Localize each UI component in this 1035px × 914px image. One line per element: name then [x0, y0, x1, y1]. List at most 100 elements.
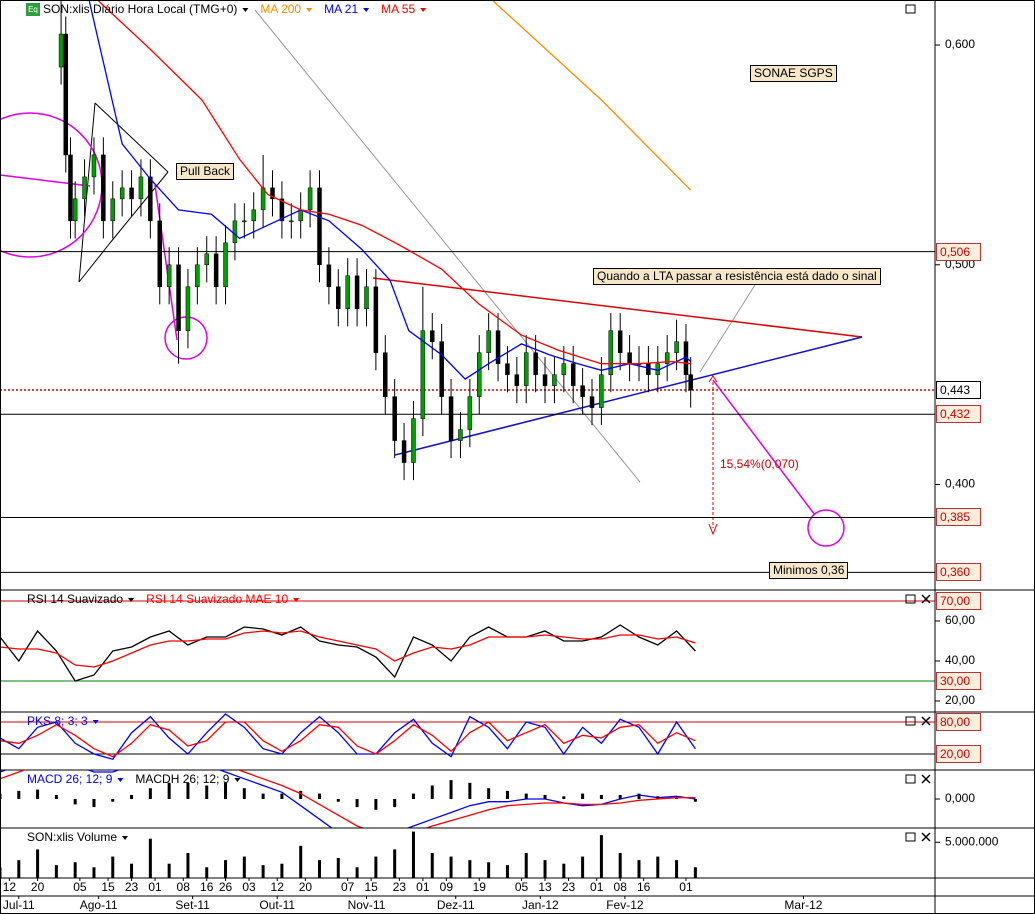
candle-body [185, 286, 191, 331]
legend-entry: RSI 14 Suavizado [27, 592, 123, 606]
close-icon [921, 774, 931, 784]
annotation: SONAE SGPS [750, 65, 837, 82]
bar [92, 867, 96, 878]
y-tick-label: 0,600 [945, 37, 975, 51]
triangle-side [94, 102, 169, 173]
candle-body [148, 176, 153, 222]
trend-line [254, 9, 641, 483]
x-tick-label: 01 [679, 880, 693, 894]
bar [224, 860, 228, 878]
annotation: 15,54%(0,070) [720, 457, 799, 471]
candle-body [561, 363, 567, 375]
bar [618, 853, 622, 878]
candle-body [401, 440, 407, 463]
bar [449, 856, 453, 878]
bar [205, 785, 209, 799]
bar [524, 853, 528, 878]
bar [411, 831, 415, 878]
bar [242, 788, 246, 799]
bar [205, 867, 209, 878]
month-label: Jul-11 [3, 898, 35, 912]
badge: Eq [28, 5, 38, 14]
legend-dropdown [92, 720, 99, 724]
y-tick-label: 60,00 [945, 613, 975, 627]
bar [374, 856, 378, 878]
x-tick-label: 19 [473, 880, 487, 894]
bar [505, 865, 509, 878]
pointer-line [154, 184, 178, 341]
candle-body [223, 242, 228, 288]
candle-body [608, 330, 614, 375]
x-tick-label: 16 [200, 880, 214, 894]
level-label: 0,506 [936, 242, 981, 261]
x-tick-label: 01 [590, 880, 604, 894]
candle-body [82, 176, 87, 200]
x-tick-label: 15 [101, 880, 115, 894]
bar [618, 794, 622, 799]
bar [562, 796, 566, 799]
bar [336, 858, 340, 878]
candle-body [430, 330, 435, 342]
legend-dropdown [363, 8, 370, 12]
bar [637, 860, 641, 878]
candle-body [439, 341, 444, 397]
y-tick-label: 40,00 [945, 653, 975, 667]
bar [73, 862, 77, 878]
bar [505, 790, 509, 799]
maximize-icon [905, 4, 916, 14]
close-icon [921, 832, 931, 842]
legend-dropdown [122, 836, 129, 840]
bar [637, 793, 641, 799]
candle-body [392, 396, 397, 441]
candle-body [72, 198, 78, 222]
bar [487, 788, 491, 799]
maximize-icon [905, 716, 916, 726]
annotation: Pull Back [176, 163, 235, 180]
x-tick-label: 23 [125, 880, 139, 894]
candle-body [674, 341, 679, 353]
bar [543, 860, 547, 878]
legend-entry: MACD 26; 12; 9 [27, 772, 113, 786]
x-tick-label: 08 [614, 880, 628, 894]
candle-body [514, 374, 520, 386]
candle-body [336, 286, 341, 309]
x-tick-label: 16 [637, 880, 651, 894]
candle-body [617, 330, 623, 353]
candle-body [58, 33, 64, 68]
bar [242, 856, 246, 878]
level-label: 0,360 [936, 563, 981, 582]
y-tick-label: 5.000.000 [945, 834, 999, 848]
legend-entry: MACDH 26; 12; 9 [135, 772, 229, 786]
projection-line [712, 379, 816, 516]
x-tick-label: 05 [73, 880, 87, 894]
series-line [0, 770, 696, 828]
legend-entry: MA 200 [260, 2, 301, 16]
maximize-icon [905, 594, 916, 604]
x-tick-label: 13 [538, 880, 552, 894]
bar [186, 782, 190, 799]
candle-body [138, 176, 144, 200]
bar [430, 785, 434, 799]
candle-body [298, 209, 303, 222]
bar [224, 782, 228, 799]
bar [54, 794, 58, 799]
level-label: 20,00 [936, 745, 981, 763]
bar [355, 799, 359, 808]
month-label: Jan-12 [522, 898, 559, 912]
bar [656, 856, 660, 878]
bar [693, 799, 697, 802]
bar [54, 865, 58, 878]
bar [17, 860, 21, 878]
badge-box [26, 3, 40, 16]
candle-body [68, 154, 73, 222]
bar [130, 794, 134, 799]
candle-body [213, 253, 219, 288]
bar [148, 788, 152, 799]
candle-body [448, 396, 454, 441]
maximize-icon [905, 832, 916, 842]
arrow-head [708, 523, 718, 536]
bar [36, 849, 40, 878]
candle-body [317, 187, 322, 266]
candle-body [242, 220, 247, 223]
triangle-side [109, 171, 169, 244]
